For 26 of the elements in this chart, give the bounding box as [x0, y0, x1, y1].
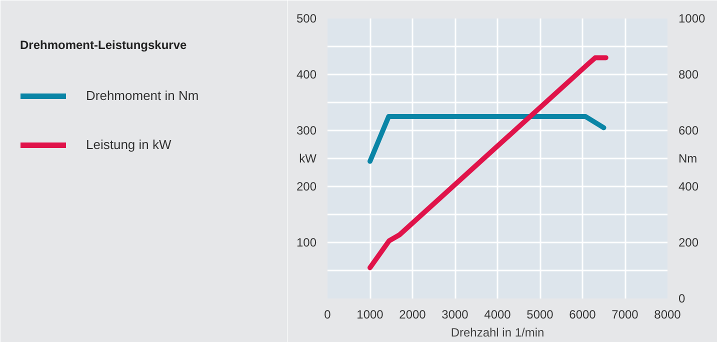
y2-tick-label: 0	[678, 292, 686, 306]
x-tick-label: 4000	[484, 308, 512, 322]
x-tick-label: 2000	[399, 308, 426, 322]
legend-label: Leistung in kW	[86, 137, 172, 152]
y-tick-label: 400	[296, 68, 317, 82]
y2-tick-label: 600	[678, 124, 699, 138]
y2-tick-label: 200	[678, 236, 699, 250]
y2-tick-label: 800	[678, 68, 699, 82]
y-tick-label: 300	[296, 124, 317, 138]
text: Drehmoment-Leistungskurve	[20, 38, 188, 52]
x-tick-label: 8000	[654, 308, 682, 322]
x-tick-label: 7000	[612, 308, 639, 322]
x-tick-label: 0	[324, 308, 332, 322]
x-tick-label: 3000	[442, 308, 469, 322]
y2-tick-label: Nm	[678, 152, 698, 166]
y-tick-label: 500	[296, 12, 317, 26]
x-tick-label: 5000	[526, 308, 554, 322]
y-tick-label: 100	[296, 236, 317, 250]
y-tick-label: 200	[296, 180, 317, 194]
y-tick-label: kW	[299, 152, 318, 166]
y2-tick-label: 400	[678, 180, 699, 194]
x-tick-label: 1000	[356, 308, 384, 322]
x-axis-title: Drehzahl in 1/min	[450, 326, 544, 340]
legend-label: Drehmoment in Nm	[86, 88, 199, 103]
y2-tick-label: 1000	[678, 12, 706, 26]
x-tick-label: 6000	[569, 308, 596, 322]
